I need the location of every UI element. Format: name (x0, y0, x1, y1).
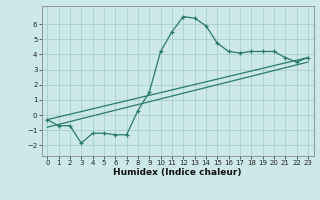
X-axis label: Humidex (Indice chaleur): Humidex (Indice chaleur) (113, 168, 242, 177)
